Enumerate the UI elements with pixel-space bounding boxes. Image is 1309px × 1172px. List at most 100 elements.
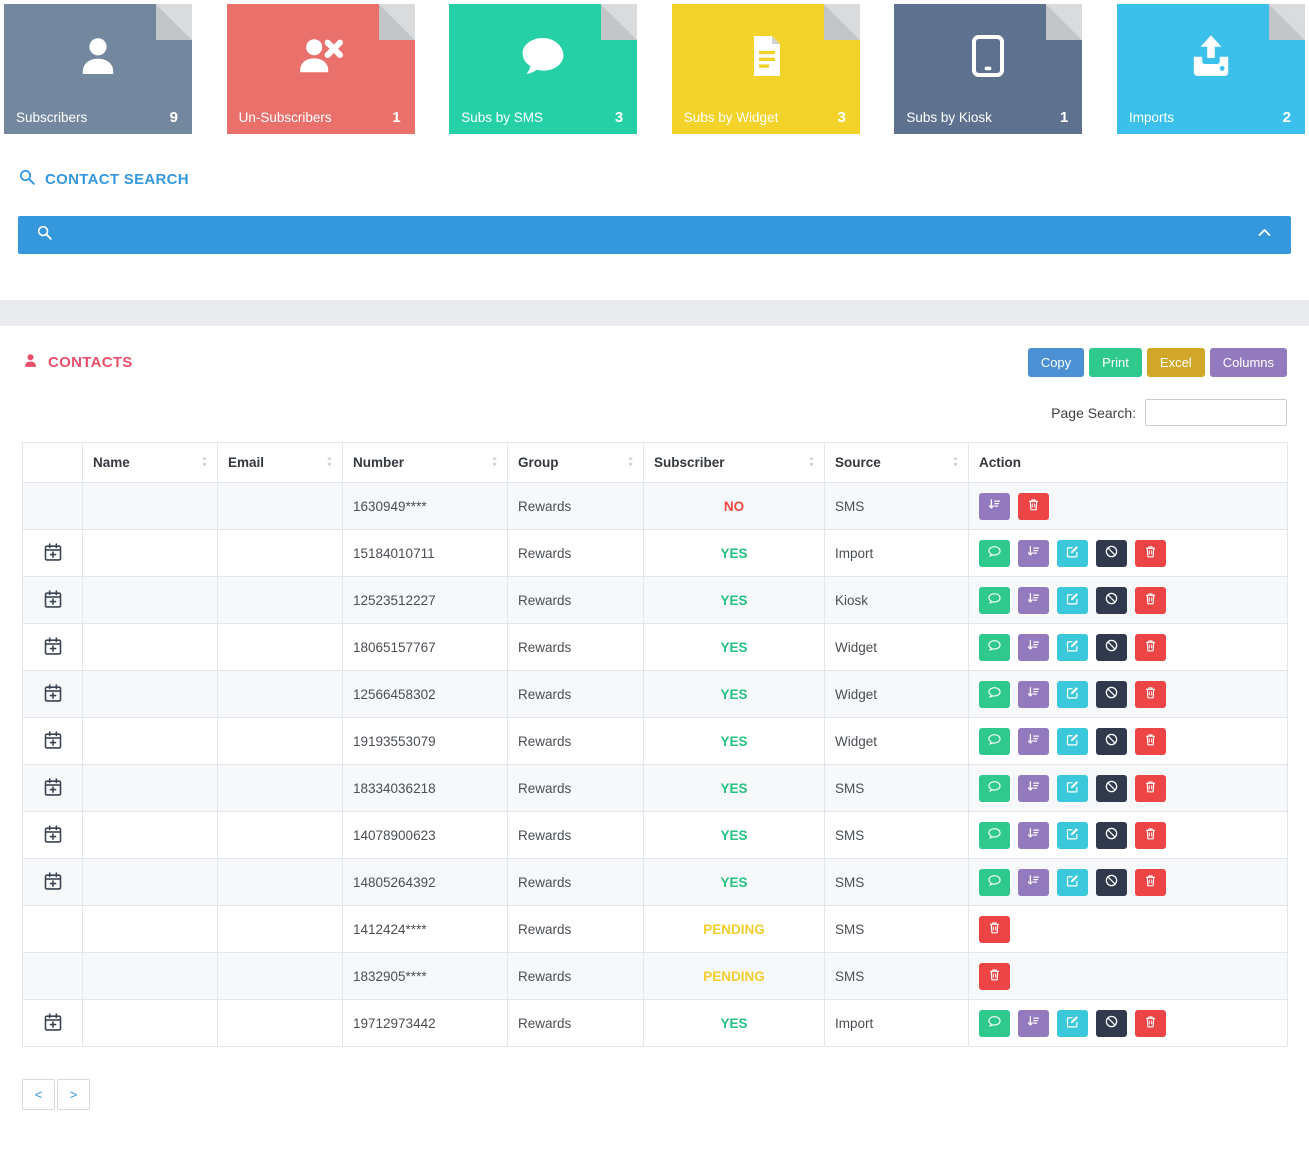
edit-action-button[interactable] — [1057, 680, 1088, 708]
trash-action-button[interactable] — [1135, 821, 1166, 849]
chat-action-button[interactable] — [979, 774, 1010, 802]
ban-icon — [1104, 1014, 1119, 1032]
trash-action-button[interactable] — [979, 962, 1010, 990]
calendar-plus-icon[interactable] — [22, 858, 83, 906]
stat-card-subs-by-kiosk[interactable]: Subs by Kiosk 1 — [894, 4, 1083, 134]
trash-action-button[interactable] — [1135, 1009, 1166, 1037]
calendar-plus-icon[interactable] — [22, 670, 83, 718]
sort-action-button[interactable] — [1018, 1009, 1049, 1037]
calendar-plus-icon[interactable] — [22, 529, 83, 577]
ban-action-button[interactable] — [1096, 633, 1127, 661]
page-search-input[interactable] — [1145, 399, 1287, 426]
calendar-plus-icon[interactable] — [22, 576, 83, 624]
trash-icon — [1143, 591, 1158, 609]
trash-action-button[interactable] — [1135, 868, 1166, 896]
sort-action-button[interactable] — [979, 492, 1010, 520]
chat-action-button[interactable] — [979, 586, 1010, 614]
edit-action-button[interactable] — [1057, 868, 1088, 896]
print-button[interactable]: Print — [1089, 348, 1142, 377]
chat-action-button[interactable] — [979, 868, 1010, 896]
ban-action-button[interactable] — [1096, 539, 1127, 567]
calendar-plus-icon[interactable] — [22, 999, 83, 1047]
source-cell: Kiosk — [824, 576, 969, 624]
action-cell — [968, 858, 1288, 906]
chevron-up-icon[interactable] — [1256, 224, 1273, 246]
column-header-group[interactable]: Group — [507, 442, 644, 483]
edit-action-button[interactable] — [1057, 1009, 1088, 1037]
folded-corner — [378, 4, 415, 40]
trash-action-button[interactable] — [979, 915, 1010, 943]
column-header-subscriber[interactable]: Subscriber — [643, 442, 825, 483]
stat-card-un-subscribers[interactable]: Un-Subscribers 1 — [226, 4, 415, 134]
sort-action-button[interactable] — [1018, 774, 1049, 802]
trash-action-button[interactable] — [1135, 586, 1166, 614]
sort-arrows-icon[interactable] — [949, 455, 962, 471]
calendar-plus-icon[interactable] — [22, 764, 83, 812]
group-cell: Rewards — [507, 764, 644, 812]
email-cell — [217, 717, 343, 765]
contact-search-collapse-bar[interactable] — [18, 216, 1291, 254]
trash-action-button[interactable] — [1135, 680, 1166, 708]
sort-arrows-icon[interactable] — [323, 455, 336, 471]
card-label: Subs by Kiosk — [906, 110, 992, 125]
subscriber-status: YES — [643, 999, 825, 1047]
edit-action-button[interactable] — [1057, 727, 1088, 755]
ban-action-button[interactable] — [1096, 774, 1127, 802]
email-cell — [217, 811, 343, 859]
sort-action-button[interactable] — [1018, 821, 1049, 849]
edit-action-button[interactable] — [1057, 821, 1088, 849]
ban-action-button[interactable] — [1096, 821, 1127, 849]
chat-action-button[interactable] — [979, 633, 1010, 661]
stat-card-subs-by-widget[interactable]: Subs by Widget 3 — [671, 4, 860, 134]
sort-action-button[interactable] — [1018, 868, 1049, 896]
card-label: Subs by Widget — [683, 110, 779, 125]
contacts-table: Name Email Number Group Subscriber Source Acti… — [22, 442, 1288, 1047]
column-header-source[interactable]: Source — [824, 442, 969, 483]
sort-arrows-icon[interactable] — [624, 455, 637, 471]
ban-action-button[interactable] — [1096, 680, 1127, 708]
edit-action-button[interactable] — [1057, 633, 1088, 661]
sort-arrows-icon[interactable] — [805, 455, 818, 471]
calendar-plus-icon[interactable] — [22, 623, 83, 671]
chat-action-button[interactable] — [979, 821, 1010, 849]
chat-action-button[interactable] — [979, 539, 1010, 567]
ban-action-button[interactable] — [1096, 868, 1127, 896]
column-header-number[interactable]: Number — [342, 442, 508, 483]
sort-arrows-icon[interactable] — [198, 455, 211, 471]
column-header-action: Action — [968, 442, 1288, 483]
copy-button[interactable]: Copy — [1027, 348, 1085, 377]
table-row: 14805264392 Rewards YES SMS — [22, 858, 1288, 906]
excel-button[interactable]: Excel — [1146, 348, 1205, 377]
edit-action-button[interactable] — [1057, 539, 1088, 567]
column-header-name[interactable]: Name — [82, 442, 218, 483]
trash-action-button[interactable] — [1135, 633, 1166, 661]
calendar-plus-icon[interactable] — [22, 811, 83, 859]
sort-action-button[interactable] — [1018, 680, 1049, 708]
ban-action-button[interactable] — [1096, 1009, 1127, 1037]
edit-action-button[interactable] — [1057, 774, 1088, 802]
chat-action-button[interactable] — [979, 1009, 1010, 1037]
chat-action-button[interactable] — [979, 727, 1010, 755]
ban-action-button[interactable] — [1096, 586, 1127, 614]
trash-action-button[interactable] — [1135, 727, 1166, 755]
sort-action-button[interactable] — [1018, 633, 1049, 661]
stat-card-subscribers[interactable]: Subscribers 9 — [4, 4, 192, 134]
stat-card-subs-by-sms[interactable]: Subs by SMS 3 — [449, 4, 638, 134]
sort-action-button[interactable] — [1018, 539, 1049, 567]
column-header-email[interactable]: Email — [217, 442, 343, 483]
trash-action-button[interactable] — [1135, 774, 1166, 802]
sort-action-button[interactable] — [1018, 727, 1049, 755]
trash-action-button[interactable] — [1135, 539, 1166, 567]
sort-action-button[interactable] — [1018, 586, 1049, 614]
trash-action-button[interactable] — [1018, 492, 1049, 520]
group-cell: Rewards — [507, 811, 644, 859]
previous-page-button[interactable]: < — [22, 1079, 55, 1110]
stat-card-imports[interactable]: Imports 2 — [1116, 4, 1305, 134]
ban-action-button[interactable] — [1096, 727, 1127, 755]
sort-arrows-icon[interactable] — [488, 455, 501, 471]
chat-action-button[interactable] — [979, 680, 1010, 708]
edit-action-button[interactable] — [1057, 586, 1088, 614]
columns-button[interactable]: Columns — [1209, 348, 1287, 377]
next-page-button[interactable]: > — [57, 1079, 90, 1110]
calendar-plus-icon[interactable] — [22, 717, 83, 765]
